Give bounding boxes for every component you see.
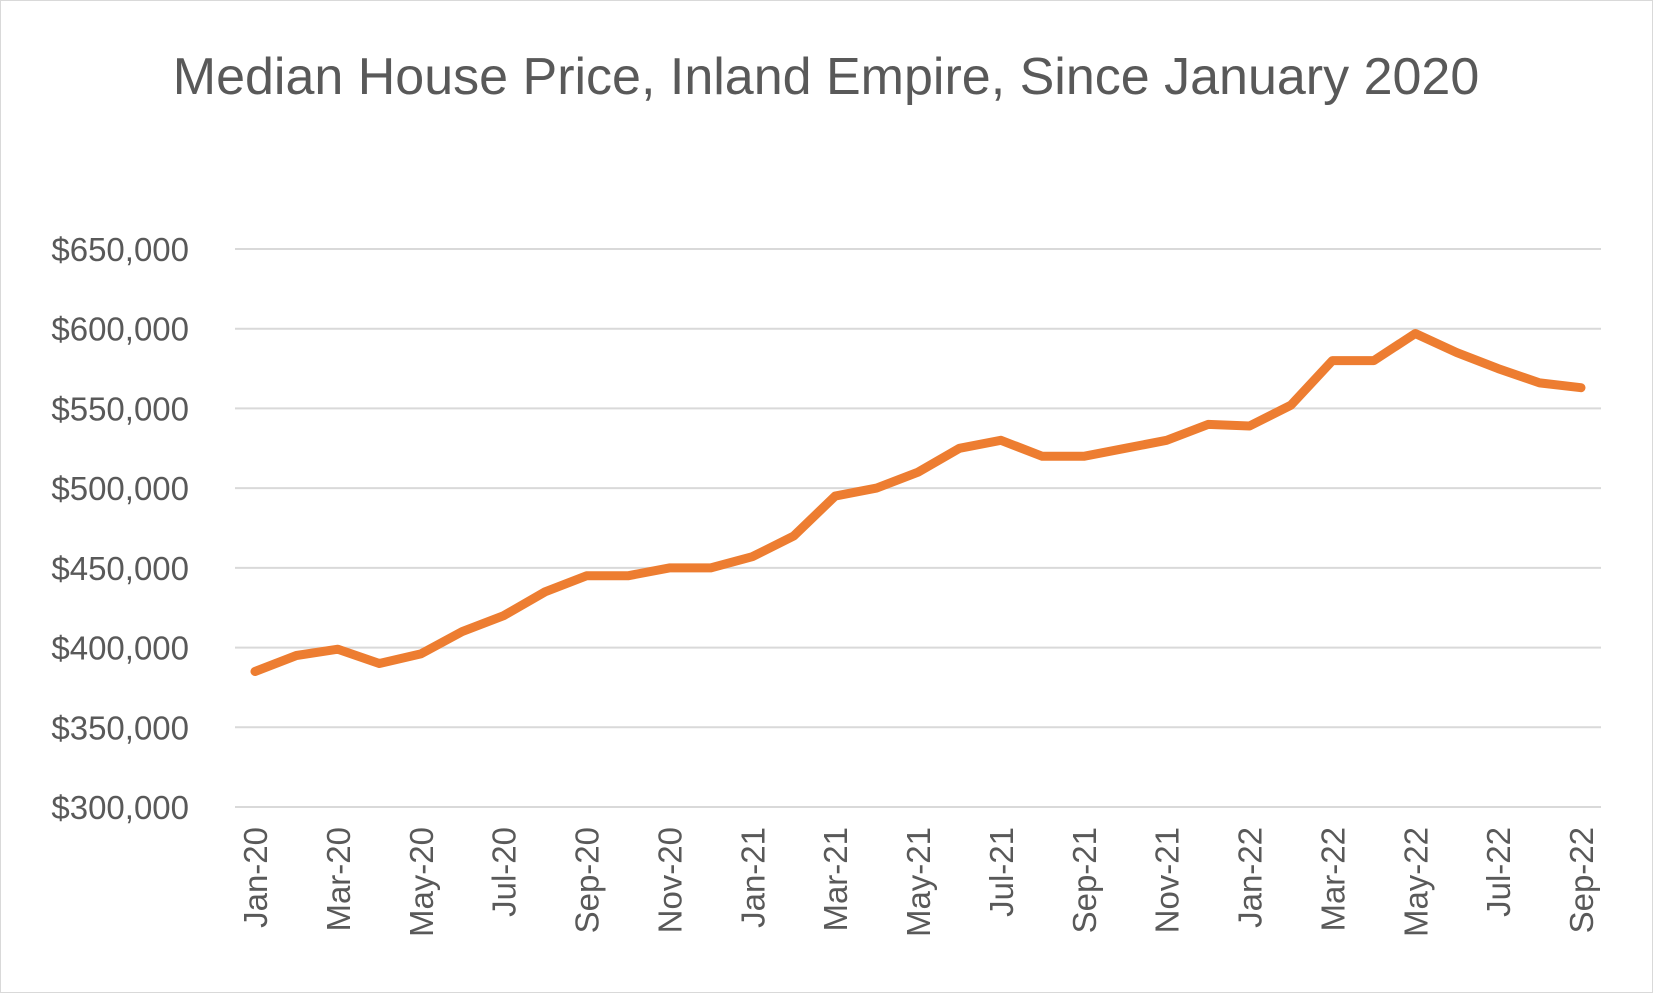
x-tick-label: Mar-20 <box>320 827 357 932</box>
x-tick-label: May-20 <box>403 827 440 937</box>
x-tick-label: Mar-21 <box>817 827 854 932</box>
y-tick-label: $550,000 <box>51 390 189 427</box>
y-tick-label: $500,000 <box>51 470 189 507</box>
y-tick-label: $650,000 <box>51 231 189 268</box>
x-tick-label: Jul-20 <box>486 827 523 917</box>
x-axis-tick-labels: Jan-20 Mar-20 May-20 Jul-20 Sep-20 Nov-20 Jan-… <box>237 827 1600 937</box>
x-tick-label: Sep-20 <box>569 827 606 933</box>
gridlines <box>235 248 1601 808</box>
x-tick-label: May-21 <box>900 827 937 937</box>
y-axis-tick-labels: $300,000 $350,000 $400,000 $450,000 $500,000… <box>51 231 189 826</box>
x-tick-label: Jul-22 <box>1480 827 1517 917</box>
y-tick-label: $450,000 <box>51 550 189 587</box>
x-tick-label: May-22 <box>1397 827 1434 937</box>
x-tick-label: Jan-22 <box>1232 827 1269 928</box>
y-tick-label: $600,000 <box>51 311 189 348</box>
x-tick-label: Mar-22 <box>1314 827 1351 932</box>
x-tick-label: Jul-21 <box>983 827 1020 917</box>
x-tick-label: Sep-22 <box>1563 827 1600 933</box>
x-tick-label: Nov-21 <box>1149 827 1186 933</box>
y-tick-label: $300,000 <box>51 789 189 826</box>
series-lines <box>250 329 1586 676</box>
chart-title: Median House Price, Inland Empire, Since… <box>172 48 1480 106</box>
series-line <box>250 329 1586 676</box>
x-tick-label: Nov-20 <box>651 827 688 933</box>
x-tick-label: Sep-21 <box>1066 827 1103 933</box>
y-tick-label: $400,000 <box>51 630 189 667</box>
y-tick-label: $350,000 <box>51 709 189 746</box>
x-tick-label: Jan-21 <box>734 827 771 928</box>
x-tick-label: Jan-20 <box>237 827 274 928</box>
